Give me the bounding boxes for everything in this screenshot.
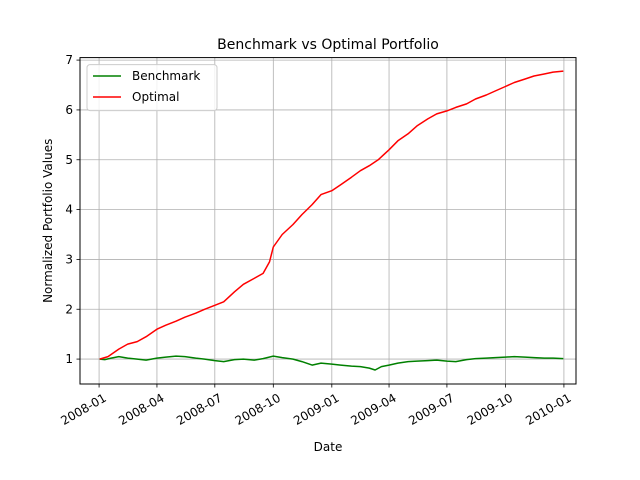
plot-frame: [79, 57, 577, 385]
x-tick-label: 2009-07: [406, 391, 456, 428]
x-tick-label: 2008-07: [174, 391, 224, 428]
x-axis: 2008-01 2008-04 2008-07 2008-10 2009-01 2009-…: [58, 384, 574, 428]
x-tick-label: 2010-01: [523, 391, 573, 428]
y-tick-label: 3: [65, 252, 73, 266]
x-tick-label: 2009-04: [348, 391, 398, 428]
legend-label-benchmark: Benchmark: [132, 69, 200, 83]
x-tick-label: 2009-10: [465, 391, 515, 428]
x-tick-label: 2009-01: [291, 391, 341, 428]
y-tick-label: 2: [65, 302, 73, 316]
chart-title: Benchmark vs Optimal Portfolio: [217, 37, 439, 53]
y-axis: 1 2 3 4 5 6 7: [65, 53, 80, 366]
y-tick-label: 4: [65, 203, 73, 217]
y-tick-label: 1: [65, 352, 73, 366]
y-tick-label: 5: [65, 153, 73, 167]
series-layer: [99, 70, 564, 371]
x-axis-label: Date: [314, 440, 343, 454]
grid: [80, 57, 576, 384]
y-tick-label: 6: [65, 103, 73, 117]
y-tick-label: 7: [65, 53, 73, 67]
y-axis-label: Normalized Portfolio Values: [41, 139, 55, 303]
legend-label-optimal: Optimal: [132, 90, 179, 104]
x-tick-label: 2008-10: [233, 391, 283, 428]
series-line-optimal: [99, 70, 564, 360]
series-line-benchmark: [99, 355, 564, 371]
legend: Benchmark Optimal: [86, 64, 218, 112]
x-tick-label: 2008-04: [116, 391, 166, 428]
x-tick-label: 2008-01: [58, 391, 108, 428]
